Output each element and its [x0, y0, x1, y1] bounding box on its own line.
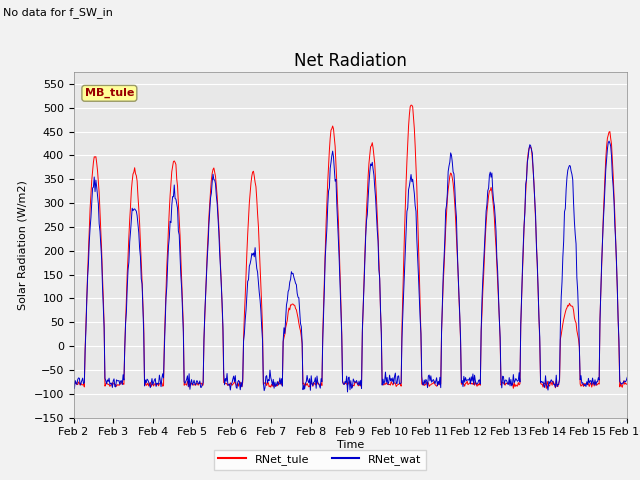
RNet_tule: [573, 328, 580, 334]
Legend: RNet_tule, RNet_wat: RNet_tule, RNet_wat: [214, 450, 426, 469]
RNet_wat: [537, 380, 545, 385]
Text: MB_tule: MB_tule: [84, 88, 134, 98]
RNet_tule: [85, 228, 93, 234]
RNet_wat: [605, 138, 613, 144]
RNet_tule: [218, 278, 225, 284]
RNet_wat: [623, 374, 631, 380]
RNet_tule: [623, 382, 631, 387]
RNet_wat: [160, 375, 168, 381]
RNet_tule: [70, 381, 77, 386]
Title: Net Radiation: Net Radiation: [294, 52, 407, 71]
RNet_tule: [543, 385, 550, 391]
RNet_tule: [160, 383, 168, 388]
Line: RNet_tule: RNet_tule: [74, 105, 627, 388]
RNet_tule: [250, 173, 258, 179]
X-axis label: Time: Time: [337, 440, 364, 450]
RNet_wat: [218, 283, 225, 288]
Text: No data for f_SW_in: No data for f_SW_in: [3, 7, 113, 18]
Line: RNet_wat: RNet_wat: [74, 141, 627, 392]
RNet_wat: [70, 378, 77, 384]
RNet_wat: [344, 389, 351, 395]
RNet_wat: [250, 254, 258, 260]
Y-axis label: Solar Radiation (W/m2): Solar Radiation (W/m2): [18, 180, 28, 310]
RNet_tule: [407, 102, 415, 108]
RNet_wat: [85, 239, 93, 244]
RNet_tule: [537, 380, 545, 386]
RNet_wat: [572, 241, 580, 247]
